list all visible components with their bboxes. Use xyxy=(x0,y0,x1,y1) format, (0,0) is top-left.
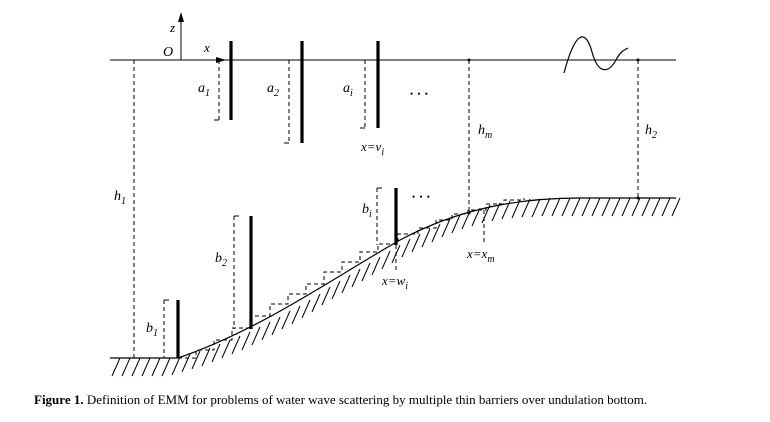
marker-hm-bottom xyxy=(467,211,471,215)
caption-text: Definition of EMM for problems of water … xyxy=(83,392,648,407)
marker-h2-bottom xyxy=(636,196,640,200)
ellipsis-mid: • • • xyxy=(412,192,431,202)
x-axis-arrow xyxy=(216,57,226,63)
dim-b1 xyxy=(163,299,169,358)
caption-label: Figure 1. xyxy=(34,392,84,407)
dim-bi xyxy=(376,187,382,245)
dim-a1 xyxy=(214,60,220,121)
marker-hm-top xyxy=(467,58,471,62)
label-x-eq-wi: x=wi xyxy=(381,273,408,292)
wave-symbol xyxy=(563,36,629,74)
x-axis-label: x xyxy=(203,40,210,55)
marker-h2-top xyxy=(636,58,640,62)
label-a2: a2 xyxy=(267,81,279,99)
figure-caption: Figure 1. Definition of EMM for problems… xyxy=(34,392,754,408)
label-b1: b1 xyxy=(146,321,158,339)
z-axis-label: z xyxy=(169,20,175,35)
label-x-eq-vi: x=vi xyxy=(360,139,384,158)
label-h1: h1 xyxy=(114,189,126,207)
label-hm: hm xyxy=(478,123,492,141)
seabed-profile xyxy=(110,197,676,359)
z-axis-arrow xyxy=(178,12,184,22)
label-a1: a1 xyxy=(198,81,210,99)
bottom-hatching xyxy=(111,197,681,377)
label-x-eq-xm: x=xm xyxy=(466,246,495,265)
dim-ai xyxy=(360,60,366,129)
label-bi: bi xyxy=(362,202,372,220)
label-b2: b2 xyxy=(215,251,227,269)
label-ai: ai xyxy=(343,81,353,99)
ellipsis-top: • • • xyxy=(410,89,429,99)
emm-diagram: z O x a1 a2 ai • • • x=vi h1 hm h2 xyxy=(110,12,681,377)
label-h2: h2 xyxy=(645,123,657,141)
step-approximation xyxy=(178,198,525,359)
dim-b2 xyxy=(233,215,239,329)
origin-label: O xyxy=(163,45,173,60)
dim-a2 xyxy=(284,60,290,144)
